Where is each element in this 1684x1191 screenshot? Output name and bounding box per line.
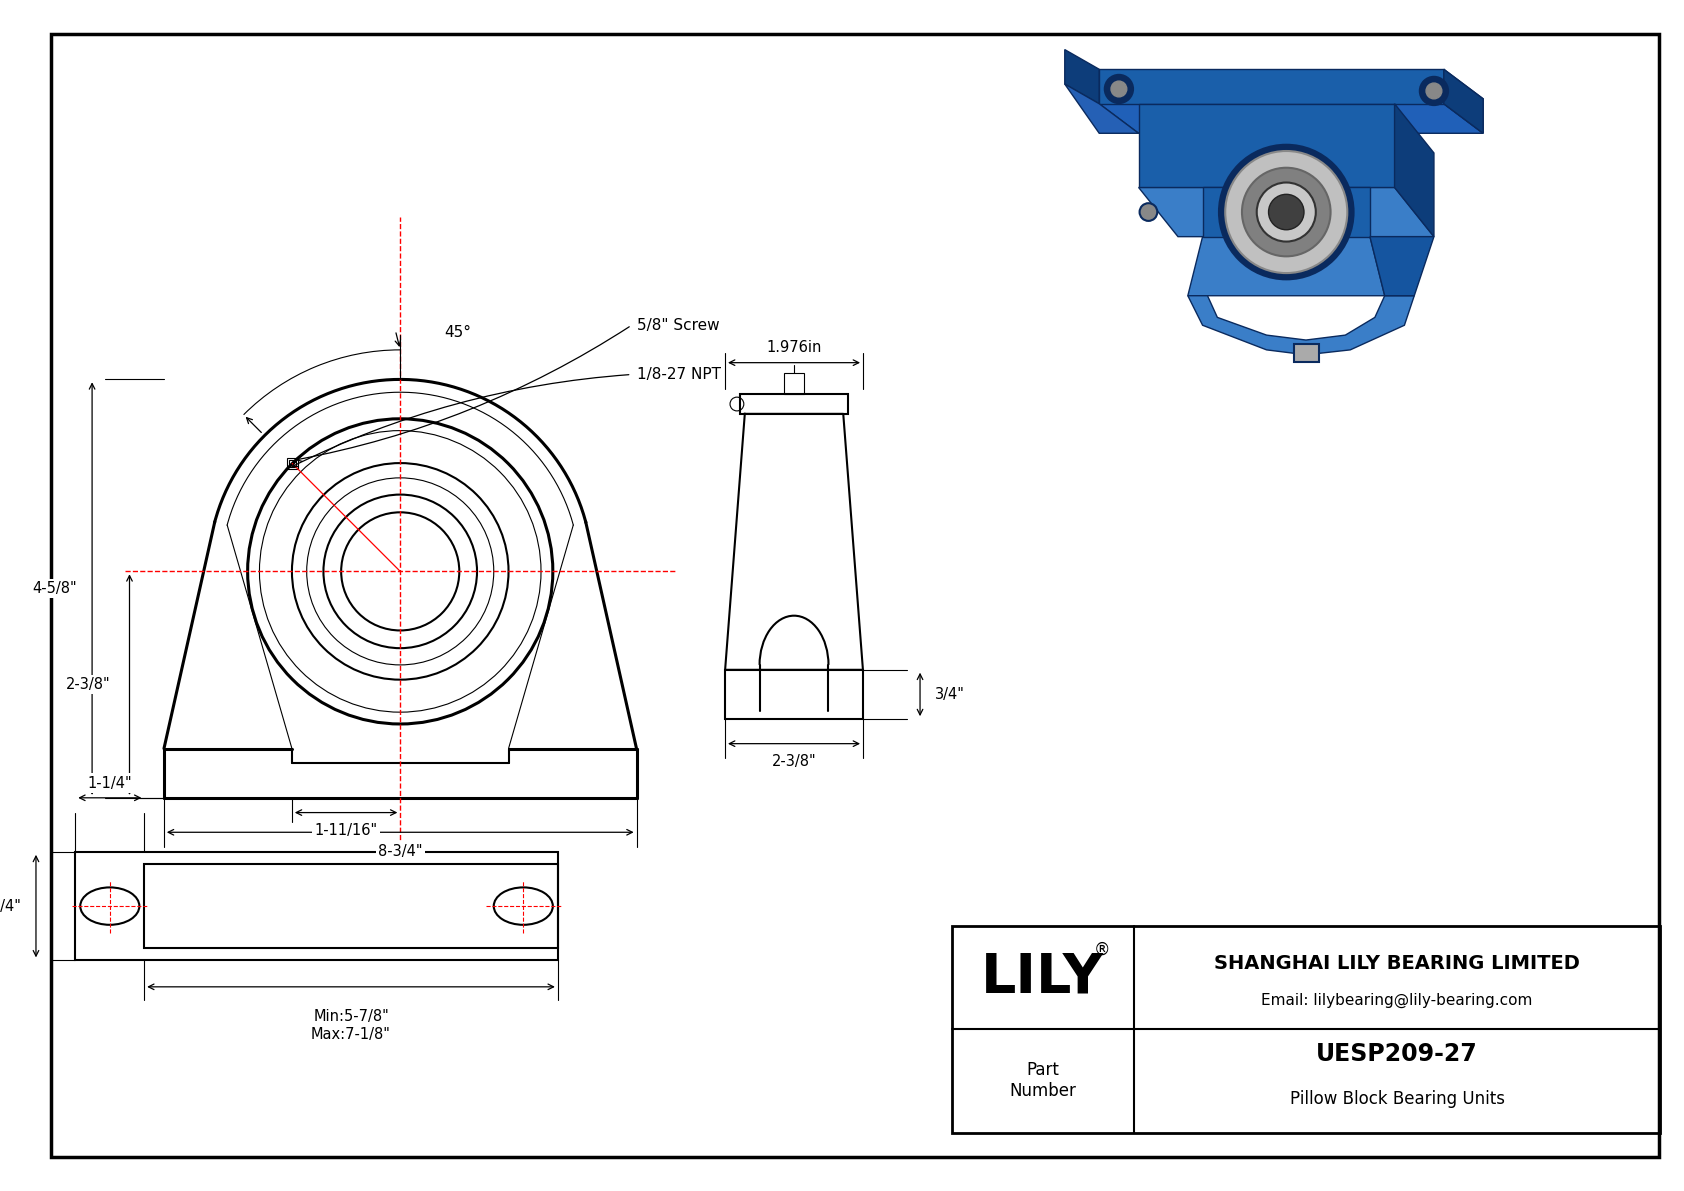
Polygon shape: [1371, 237, 1435, 295]
Circle shape: [1256, 182, 1315, 242]
Polygon shape: [1443, 69, 1484, 133]
Polygon shape: [1138, 104, 1394, 187]
Bar: [286, 459, 298, 469]
Bar: [145, 865, 557, 948]
Circle shape: [1140, 204, 1157, 220]
Text: 1-11/16": 1-11/16": [315, 823, 377, 837]
Polygon shape: [1100, 69, 1443, 104]
Circle shape: [1243, 168, 1330, 256]
Polygon shape: [1187, 295, 1415, 355]
Circle shape: [1219, 145, 1354, 279]
Text: 2-3/8": 2-3/8": [771, 754, 817, 769]
Text: 4-5/8": 4-5/8": [32, 581, 77, 597]
Circle shape: [1226, 151, 1347, 273]
Text: UESP209-27: UESP209-27: [1317, 1042, 1479, 1066]
Polygon shape: [1187, 237, 1384, 295]
Text: Part
Number: Part Number: [1009, 1061, 1076, 1100]
Text: LILY: LILY: [982, 950, 1105, 1004]
Polygon shape: [1394, 104, 1435, 237]
Bar: [290, 460, 296, 467]
Bar: [951, 925, 1660, 1133]
Polygon shape: [1202, 187, 1371, 237]
Circle shape: [1105, 75, 1133, 102]
Bar: [739, 394, 849, 413]
Bar: [726, 669, 862, 719]
Text: SHANGHAI LILY BEARING LIMITED: SHANGHAI LILY BEARING LIMITED: [1214, 954, 1580, 973]
Circle shape: [1268, 194, 1303, 230]
Text: Min:5-7/8"
Max:7-1/8": Min:5-7/8" Max:7-1/8": [312, 1010, 391, 1042]
Polygon shape: [1064, 85, 1138, 133]
Bar: [76, 852, 557, 960]
Text: 1.976in: 1.976in: [766, 341, 822, 355]
Text: ®: ®: [1093, 941, 1110, 959]
Text: 45°: 45°: [445, 325, 472, 339]
Text: 8-3/4": 8-3/4": [377, 844, 423, 860]
Text: Email: lilybearing@lily-bearing.com: Email: lilybearing@lily-bearing.com: [1261, 992, 1532, 1008]
Polygon shape: [1100, 104, 1484, 133]
Polygon shape: [1443, 69, 1484, 133]
Text: 3/4": 3/4": [935, 687, 965, 701]
Polygon shape: [1064, 50, 1100, 104]
Bar: [1293, 344, 1319, 362]
Circle shape: [1426, 83, 1442, 99]
Polygon shape: [1138, 187, 1435, 237]
Text: Pillow Block Bearing Units: Pillow Block Bearing Units: [1290, 1091, 1504, 1109]
Bar: [785, 373, 803, 394]
Text: 5/8" Screw: 5/8" Screw: [637, 318, 719, 332]
Text: 1/8-27 NPT: 1/8-27 NPT: [637, 367, 721, 382]
Text: 3/4": 3/4": [0, 898, 22, 913]
Circle shape: [1111, 81, 1127, 96]
Text: 1-1/4": 1-1/4": [88, 775, 131, 791]
Circle shape: [1420, 77, 1448, 105]
Text: 2-3/8": 2-3/8": [66, 678, 111, 692]
